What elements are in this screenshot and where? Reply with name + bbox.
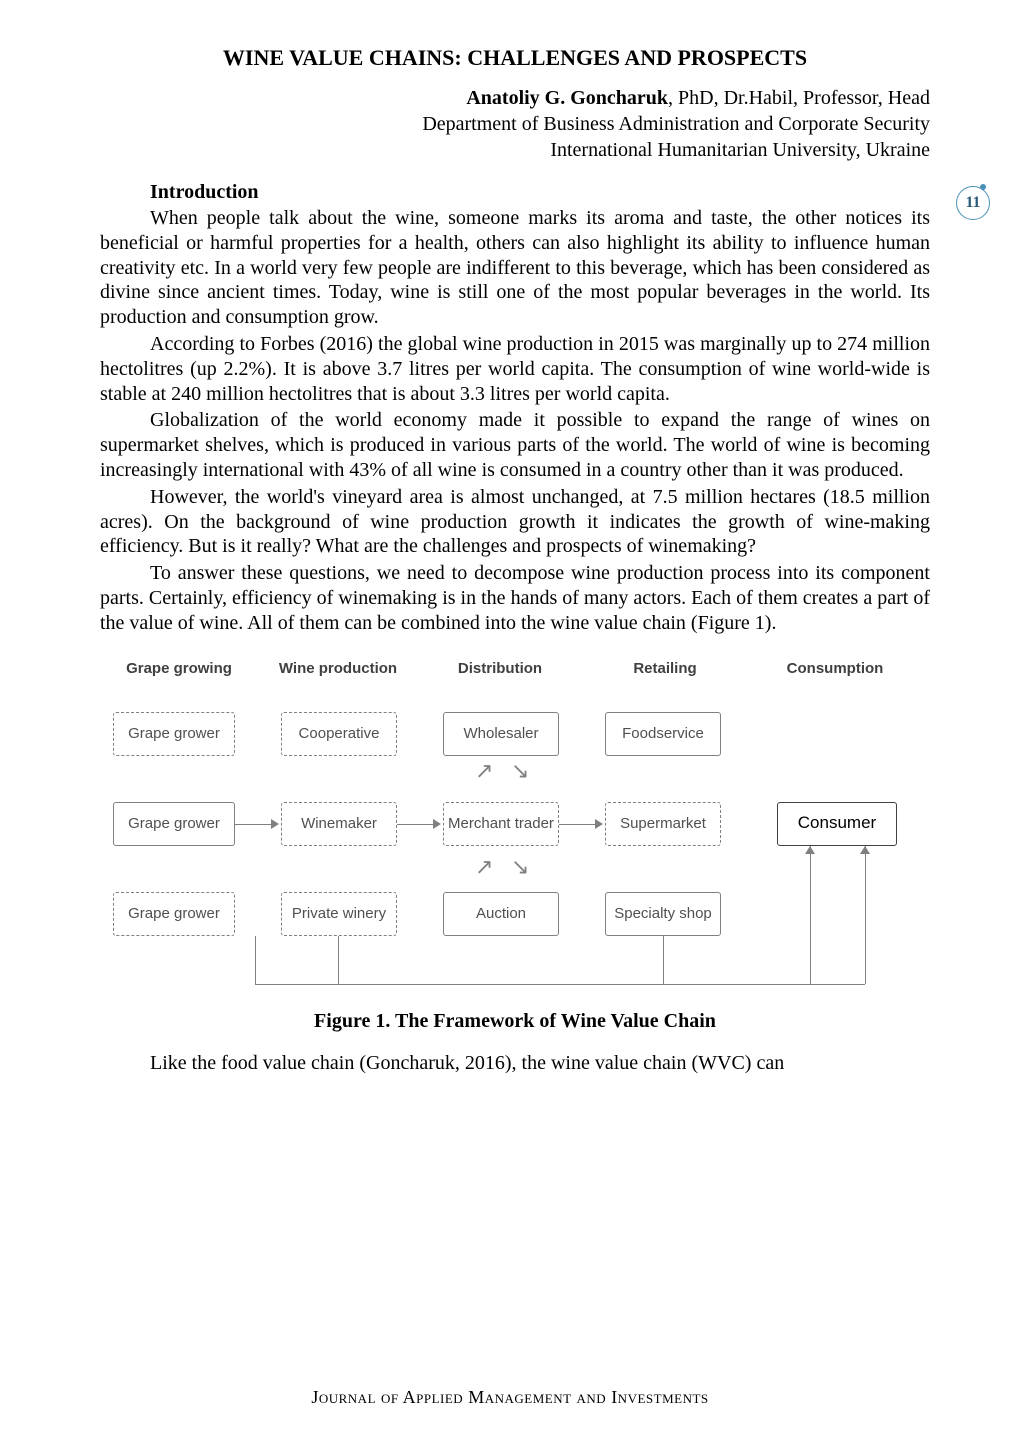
section-heading-introduction: Introduction	[150, 181, 930, 204]
paragraph-1: When people talk about the wine, someone…	[100, 206, 930, 330]
author-dept: Department of Business Administration an…	[100, 111, 930, 137]
box-private-winery: Private winery	[281, 892, 397, 936]
box-wholesaler: Wholesaler	[443, 712, 559, 756]
connector-merchant-supermarket	[559, 824, 597, 825]
box-auction: Auction	[443, 892, 559, 936]
connector-vert-winery	[338, 936, 339, 984]
diag-arrow-wholesaler-up: ↗	[475, 758, 493, 784]
connector-bottom-line	[255, 984, 810, 985]
box-grape-grower-1: Grape grower	[113, 712, 235, 756]
arrow-up-consumer-left	[805, 846, 815, 854]
connector-grower-winemaker	[235, 824, 273, 825]
figure-1-container: Grape growing Wine production Distributi…	[100, 654, 930, 1033]
diagram-header-retailing: Retailing	[615, 660, 715, 677]
box-consumer: Consumer	[777, 802, 897, 846]
wine-value-chain-diagram: Grape growing Wine production Distributi…	[105, 654, 925, 994]
arrow-grower-winemaker	[271, 819, 279, 829]
author-institution: International Humanitarian University, U…	[100, 137, 930, 163]
diagram-header-consumption: Consumption	[775, 660, 895, 677]
page-number: 11	[965, 194, 980, 212]
box-supermarket: Supermarket	[605, 802, 721, 846]
paragraph-3: Globalization of the world economy made …	[100, 408, 930, 482]
arrow-up-consumer-right	[860, 846, 870, 854]
author-titles: , PhD, Dr.Habil, Professor, Head	[668, 87, 930, 109]
diag-arrow-wholesaler-down: ↘	[511, 758, 529, 784]
connector-bottom-right	[810, 984, 865, 985]
paragraph-4: However, the world's vineyard area is al…	[100, 485, 930, 559]
paragraph-2: According to Forbes (2016) the global wi…	[100, 332, 930, 406]
closing-paragraph: Like the food value chain (Goncharuk, 20…	[100, 1051, 930, 1076]
box-winemaker: Winemaker	[281, 802, 397, 846]
connector-vert-consumer-right	[865, 846, 866, 984]
connector-vert-grower	[255, 936, 256, 984]
arrow-merchant-supermarket	[595, 819, 603, 829]
box-grape-grower-3: Grape grower	[113, 892, 235, 936]
diag-arrow-auction-down: ↘	[511, 854, 529, 880]
connector-winemaker-merchant	[397, 824, 435, 825]
article-title: WINE VALUE CHAINS: CHALLENGES AND PROSPE…	[100, 45, 930, 71]
author-name: Anatoliy G. Goncharuk	[466, 87, 668, 109]
figure-1-caption: Figure 1. The Framework of Wine Value Ch…	[100, 1010, 930, 1033]
box-specialty-shop: Specialty shop	[605, 892, 721, 936]
connector-vert-specialty	[663, 936, 664, 984]
box-merchant-trader: Merchant trader	[443, 802, 559, 846]
diagram-header-grape-growing: Grape growing	[119, 660, 239, 677]
connector-vert-consumer-left	[810, 846, 811, 984]
journal-footer: Journal of Applied Management and Invest…	[0, 1387, 1020, 1408]
page-number-badge: 11	[956, 186, 990, 220]
author-line-1: Anatoliy G. Goncharuk, PhD, Dr.Habil, Pr…	[100, 85, 930, 111]
paragraph-5: To answer these questions, we need to de…	[100, 561, 930, 635]
arrow-winemaker-merchant	[433, 819, 441, 829]
diagram-header-distribution: Distribution	[445, 660, 555, 677]
diagram-header-wine-production: Wine production	[273, 660, 403, 677]
author-block: Anatoliy G. Goncharuk, PhD, Dr.Habil, Pr…	[100, 85, 930, 163]
diag-arrow-auction-up: ↗	[475, 854, 493, 880]
box-foodservice: Foodservice	[605, 712, 721, 756]
box-grape-grower-2: Grape grower	[113, 802, 235, 846]
box-cooperative: Cooperative	[281, 712, 397, 756]
